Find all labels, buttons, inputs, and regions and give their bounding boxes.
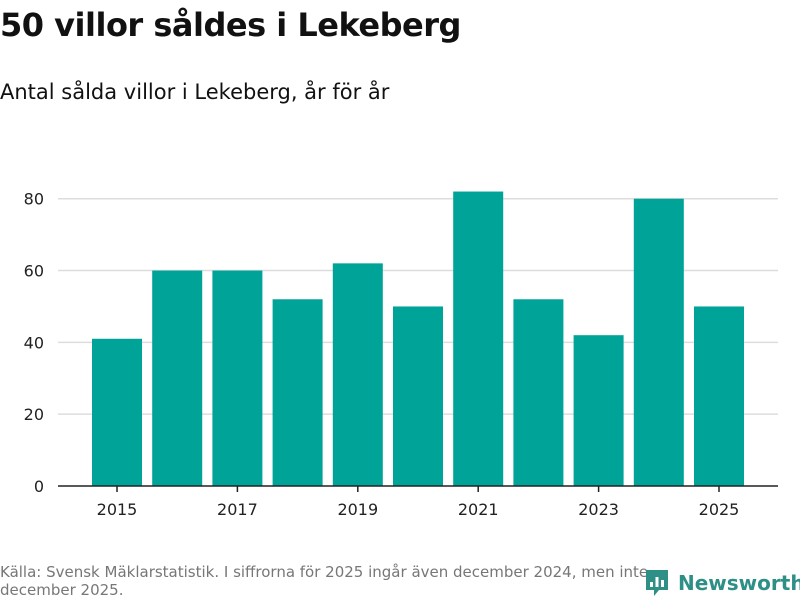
y-tick-label: 80: [24, 190, 44, 209]
bar-2022: [513, 299, 564, 486]
bar-2017: [212, 270, 263, 486]
y-tick-label: 40: [24, 333, 44, 352]
bar-2023: [573, 335, 624, 486]
chart-subtitle: Antal sålda villor i Lekeberg, år för år: [0, 80, 390, 104]
x-tick-label: 2019: [337, 500, 378, 519]
y-tick-label: 60: [24, 262, 44, 281]
newsworthy-logo-icon: [646, 570, 668, 596]
bar-2020: [393, 306, 443, 486]
bar-2021: [453, 191, 504, 486]
x-tick-label: 2025: [699, 500, 740, 519]
source-note: Källa: Svensk Mäklarstatistik. I siffror…: [0, 563, 649, 599]
y-tick-label: 20: [24, 405, 44, 424]
brand-name: Newsworthy: [678, 571, 800, 595]
x-tick-label: 2023: [578, 500, 619, 519]
bar-2024: [633, 198, 684, 486]
bar-2025: [694, 306, 744, 486]
x-tick-label: 2015: [97, 500, 138, 519]
bar-2016: [152, 270, 203, 486]
x-tick-label: 2021: [458, 500, 499, 519]
y-tick-label: 0: [34, 477, 44, 496]
chart-title: 50 villor såldes i Lekeberg: [0, 6, 461, 44]
bar-2019: [332, 263, 383, 486]
brand-logo[interactable]: Newsworthy: [644, 568, 800, 598]
bar-2015: [92, 338, 142, 486]
bar-chart: 0 20 40 60 80 2015 2017 2019 2021 2023 2025: [24, 190, 778, 519]
bar-2018: [272, 299, 323, 486]
x-tick-label: 2017: [217, 500, 258, 519]
